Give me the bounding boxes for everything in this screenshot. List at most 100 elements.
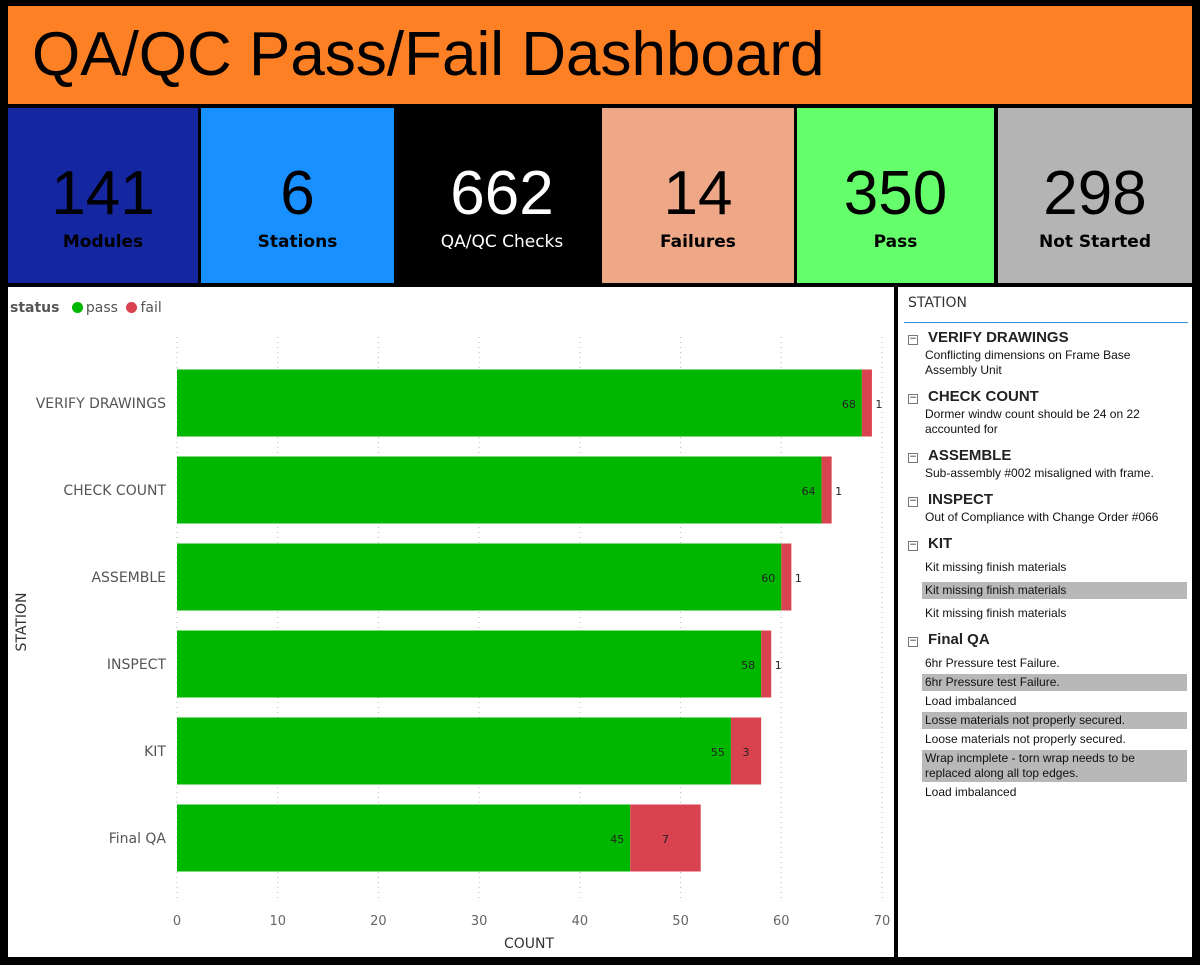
data-label-pass: 45 (610, 833, 624, 846)
data-label-fail: 1 (775, 659, 782, 672)
legend-title: status (10, 300, 60, 316)
slicer-item[interactable]: Dormer windw count should be 24 on 22 ac… (925, 407, 1140, 436)
bar-fail[interactable] (761, 630, 772, 698)
kpi-label: QA/QC Checks (440, 232, 564, 252)
kpi-label: Modules (62, 232, 144, 252)
data-label-pass: 60 (761, 572, 775, 585)
slicer-group: − INSPECT Out of Compliance with Change Or… (898, 490, 1192, 526)
bar-pass[interactable] (177, 543, 782, 611)
kpi-value: 6 (280, 159, 315, 228)
collapse-icon[interactable]: − (908, 452, 918, 463)
slicer-item[interactable]: Kit missing finish materials (922, 582, 1187, 599)
y-tick-label: INSPECT (107, 657, 167, 673)
pass-dot-icon (71, 302, 83, 313)
group-name: CHECK COUNT (928, 388, 1039, 405)
slicer-group-header[interactable]: − CHECK COUNT (908, 387, 1192, 406)
y-tick-label: ASSEMBLE (91, 570, 166, 586)
bar-fail[interactable] (781, 543, 792, 611)
slicer-item[interactable]: 6hr Pressure test Failure. (925, 656, 1060, 670)
bar-pass[interactable] (177, 369, 862, 437)
slicer-item[interactable]: Loose materials not properly secured. (925, 732, 1126, 746)
legend-fail[interactable]: fail (140, 300, 162, 316)
kpi-value: 350 (843, 159, 948, 228)
kpi-card-pass: 350 Pass (797, 108, 994, 283)
slicer-item[interactable]: Sub-assembly #002 misaligned with frame. (925, 466, 1154, 480)
data-label-fail: 1 (835, 485, 842, 498)
kpi-label: Not Started (1038, 232, 1151, 252)
y-tick-label: KIT (144, 744, 166, 760)
slicer-group: − KIT Kit missing finish materials Kit miss… (898, 534, 1192, 622)
x-tick-label: 60 (773, 914, 790, 929)
slicer-item[interactable]: Kit missing finish materials (925, 560, 1067, 574)
slicer-item[interactable]: 6hr Pressure test Failure. (922, 674, 1187, 691)
group-name: Final QA (928, 631, 990, 648)
chart-plot: 0 10 20 30 40 50 60 70 COUNT STATION VERIFY DRAWIN… (14, 337, 891, 952)
kpi-value: 298 (1043, 159, 1147, 228)
data-label-fail: 1 (875, 398, 882, 411)
legend-pass[interactable]: pass (85, 300, 118, 316)
bar-pass[interactable] (177, 804, 631, 872)
bar-fail[interactable] (861, 369, 872, 437)
slicer-item[interactable]: Out of Compliance with Change Order #066 (925, 510, 1159, 524)
kpi-card-stations: 6 Stations (201, 108, 394, 283)
kpi-label: Pass (873, 232, 918, 252)
x-tick-label: 10 (269, 914, 286, 929)
group-name: VERIFY DRAWINGS (928, 329, 1069, 346)
x-axis-title: COUNT (504, 936, 555, 952)
chart-legend: status pass fail (10, 300, 162, 316)
collapse-icon[interactable]: − (908, 334, 918, 345)
bar-fail[interactable] (630, 804, 701, 872)
slicer-item[interactable]: Load imbalanced (925, 785, 1017, 799)
group-name: INSPECT (928, 491, 994, 508)
slicer-item[interactable]: Load imbalanced (925, 694, 1017, 708)
data-label-fail: 1 (795, 572, 802, 585)
y-tick-label: Final QA (109, 831, 167, 847)
collapse-icon[interactable]: − (908, 496, 918, 507)
data-label-fail: 3 (743, 746, 750, 759)
x-tick-label: 20 (370, 914, 387, 929)
slicer-item[interactable]: Kit missing finish materials (925, 606, 1067, 620)
slicer-item[interactable]: Losse materials not properly secured. (922, 712, 1187, 729)
slicer-item[interactable]: Wrap incmplete - torn wrap needs to be r… (922, 750, 1187, 782)
group-name: ASSEMBLE (928, 447, 1012, 464)
data-label-pass: 68 (842, 398, 856, 411)
data-label-fail: 7 (662, 833, 669, 846)
y-tick-label: CHECK COUNT (63, 483, 166, 499)
kpi-label: Failures (660, 232, 736, 252)
bar-pass[interactable] (177, 456, 822, 524)
slicer-group: − CHECK COUNT Dormer windw count should be… (898, 387, 1192, 438)
collapse-icon[interactable]: − (908, 636, 918, 647)
fail-dot-icon (126, 302, 138, 313)
slicer-divider (904, 322, 1188, 323)
group-name: KIT (928, 535, 953, 552)
bar-pass[interactable] (177, 717, 731, 785)
bar-fail[interactable] (821, 456, 832, 524)
x-tick-label: 40 (572, 914, 589, 929)
x-tick-label: 30 (471, 914, 488, 929)
kpi-card-qa-qc-checks: 662 QA/QC Checks (405, 108, 599, 283)
slicer-group-header[interactable]: − ASSEMBLE (908, 446, 1192, 465)
x-tick-label: 0 (173, 914, 181, 929)
station-bar-chart: status pass fail 0 10 20 30 40 50 60 70 COUNT STA… (8, 287, 894, 957)
kpi-card-failures: 14 Failures (602, 108, 794, 283)
bar-fail[interactable] (730, 717, 762, 785)
y-tick-label: VERIFY DRAWINGS (36, 396, 166, 412)
slicer-group-header[interactable]: − KIT (908, 534, 1192, 553)
slicer-group-header[interactable]: − INSPECT (908, 490, 1192, 509)
slicer-item[interactable]: Conflicting dimensions on Frame Base Ass… (925, 348, 1131, 377)
kpi-label: Stations (257, 232, 338, 252)
kpi-value: 662 (450, 159, 554, 228)
slicer-group-header[interactable]: − VERIFY DRAWINGS (908, 328, 1192, 347)
x-tick-label: 70 (874, 914, 891, 929)
slicer-header: STATION (908, 295, 968, 311)
collapse-icon[interactable]: − (908, 393, 918, 404)
collapse-icon[interactable]: − (908, 540, 918, 551)
slicer-group-header[interactable]: − Final QA (908, 630, 1192, 649)
slicer-group: − ASSEMBLE Sub-assembly #002 misaligned wi… (898, 446, 1192, 482)
data-label-pass: 58 (741, 659, 755, 672)
data-label-pass: 64 (802, 485, 816, 498)
dashboard-title: QA/QC Pass/Fail Dashboard (8, 6, 1192, 104)
kpi-card-modules: 141 Modules (8, 108, 198, 283)
slicer-group: − Final QA 6hr Pressure test Failure. 6hr P… (898, 630, 1192, 801)
bar-pass[interactable] (177, 630, 762, 698)
